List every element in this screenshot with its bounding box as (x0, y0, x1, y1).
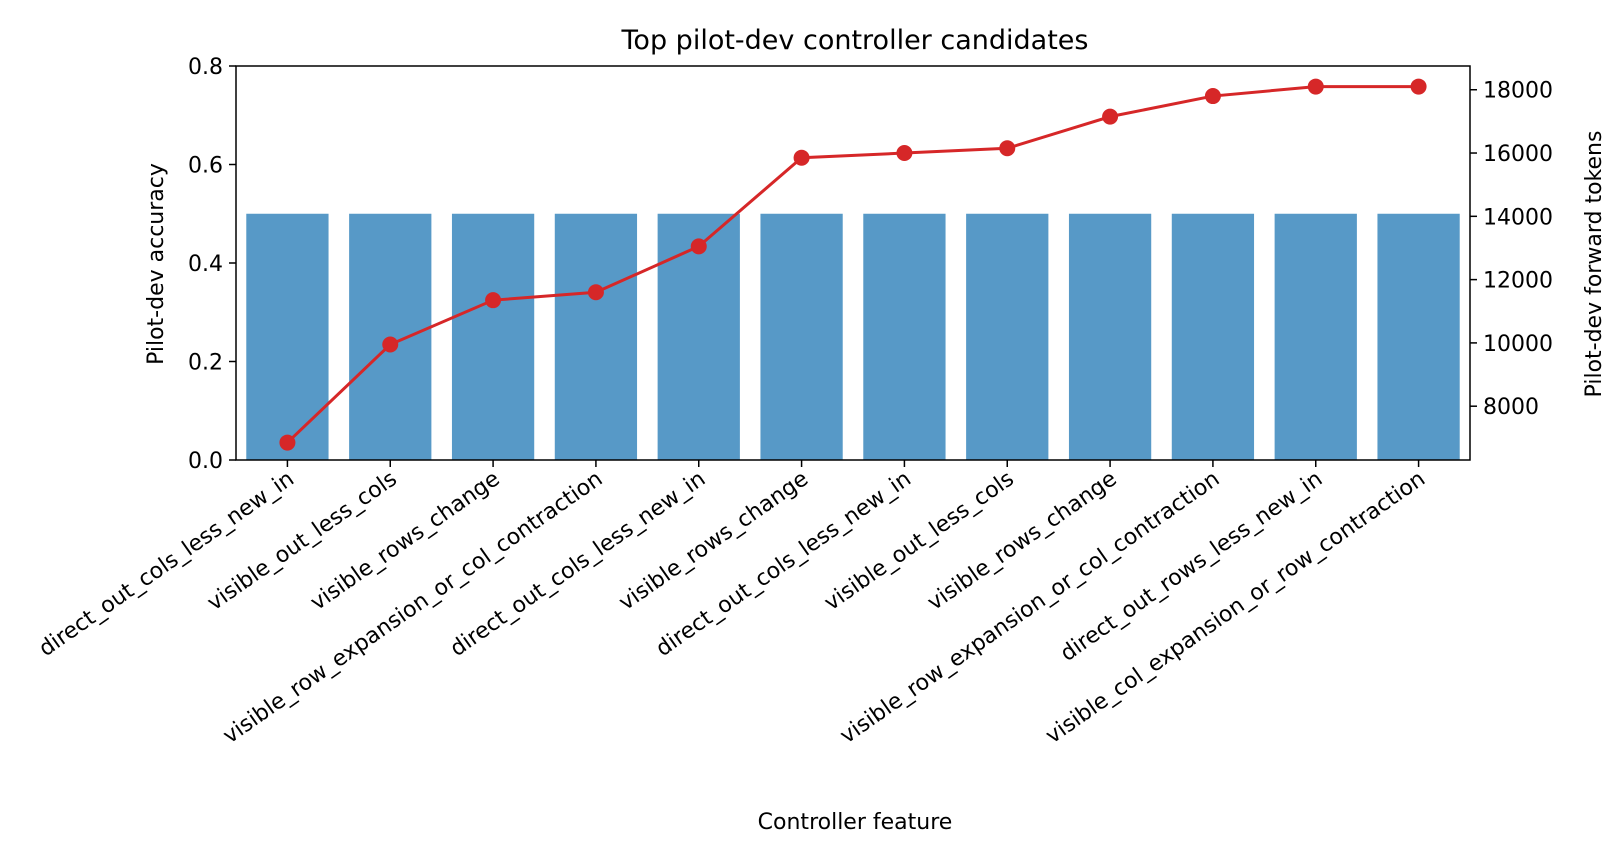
line-point (1204, 88, 1221, 105)
x-tick-label: visible_rows_change (615, 466, 813, 615)
x-axis-label: Controller feature (758, 810, 953, 835)
y-tick-label: 0.8 (188, 55, 223, 80)
y-tick-label: 0.2 (188, 351, 223, 376)
x-tick-label: visible_rows_change (923, 466, 1121, 615)
line-point (690, 238, 707, 255)
series-line (286, 85, 1419, 444)
line-point (1410, 78, 1427, 95)
x-tick-label: visible_row_expansion_or_col_contraction (836, 466, 1225, 749)
line-point (279, 434, 296, 451)
line-point (999, 140, 1016, 157)
line-point (896, 145, 913, 162)
line-point (793, 149, 810, 166)
bar (1274, 213, 1357, 460)
y2-tick-label: 16000 (1483, 142, 1553, 167)
line-point (485, 292, 502, 309)
bar (451, 213, 535, 460)
y-tick-label: 0.4 (188, 252, 223, 277)
x-tick-label: visible_out_less_cols (203, 466, 402, 616)
y-axis-label: Pilot-dev accuracy (144, 163, 169, 365)
line-point (1307, 78, 1324, 95)
y-tick-label: 0.6 (188, 154, 223, 179)
y2-tick-label: 18000 (1483, 79, 1553, 104)
x-tick-label: visible_rows_change (306, 466, 504, 615)
y2-axis-label: Pilot-dev forward tokens (1582, 131, 1607, 398)
bar (554, 213, 638, 460)
bar (760, 213, 843, 460)
bar (863, 213, 946, 460)
bar (1377, 213, 1460, 460)
bar (966, 213, 1049, 460)
line-point (587, 284, 604, 301)
x-tick-label: visible_row_expansion_or_col_contraction (219, 466, 608, 749)
y2-tick-label: 12000 (1483, 269, 1553, 294)
bar (246, 213, 329, 460)
x-tick-label: visible_out_less_cols (820, 466, 1019, 616)
line-point (1102, 108, 1119, 125)
x-tick-label: visible_col_expansion_or_row_contraction (1041, 466, 1430, 749)
y2-tick-label: 14000 (1483, 205, 1553, 230)
bar (1068, 213, 1152, 460)
bar (657, 213, 740, 460)
bar (1171, 213, 1255, 460)
line-point (382, 336, 399, 353)
chart-title: Top pilot-dev controller candidates (621, 25, 1089, 56)
y-tick-label: 0.0 (188, 449, 223, 474)
y2-tick-label: 10000 (1483, 332, 1553, 357)
y2-tick-label: 8000 (1483, 395, 1539, 420)
